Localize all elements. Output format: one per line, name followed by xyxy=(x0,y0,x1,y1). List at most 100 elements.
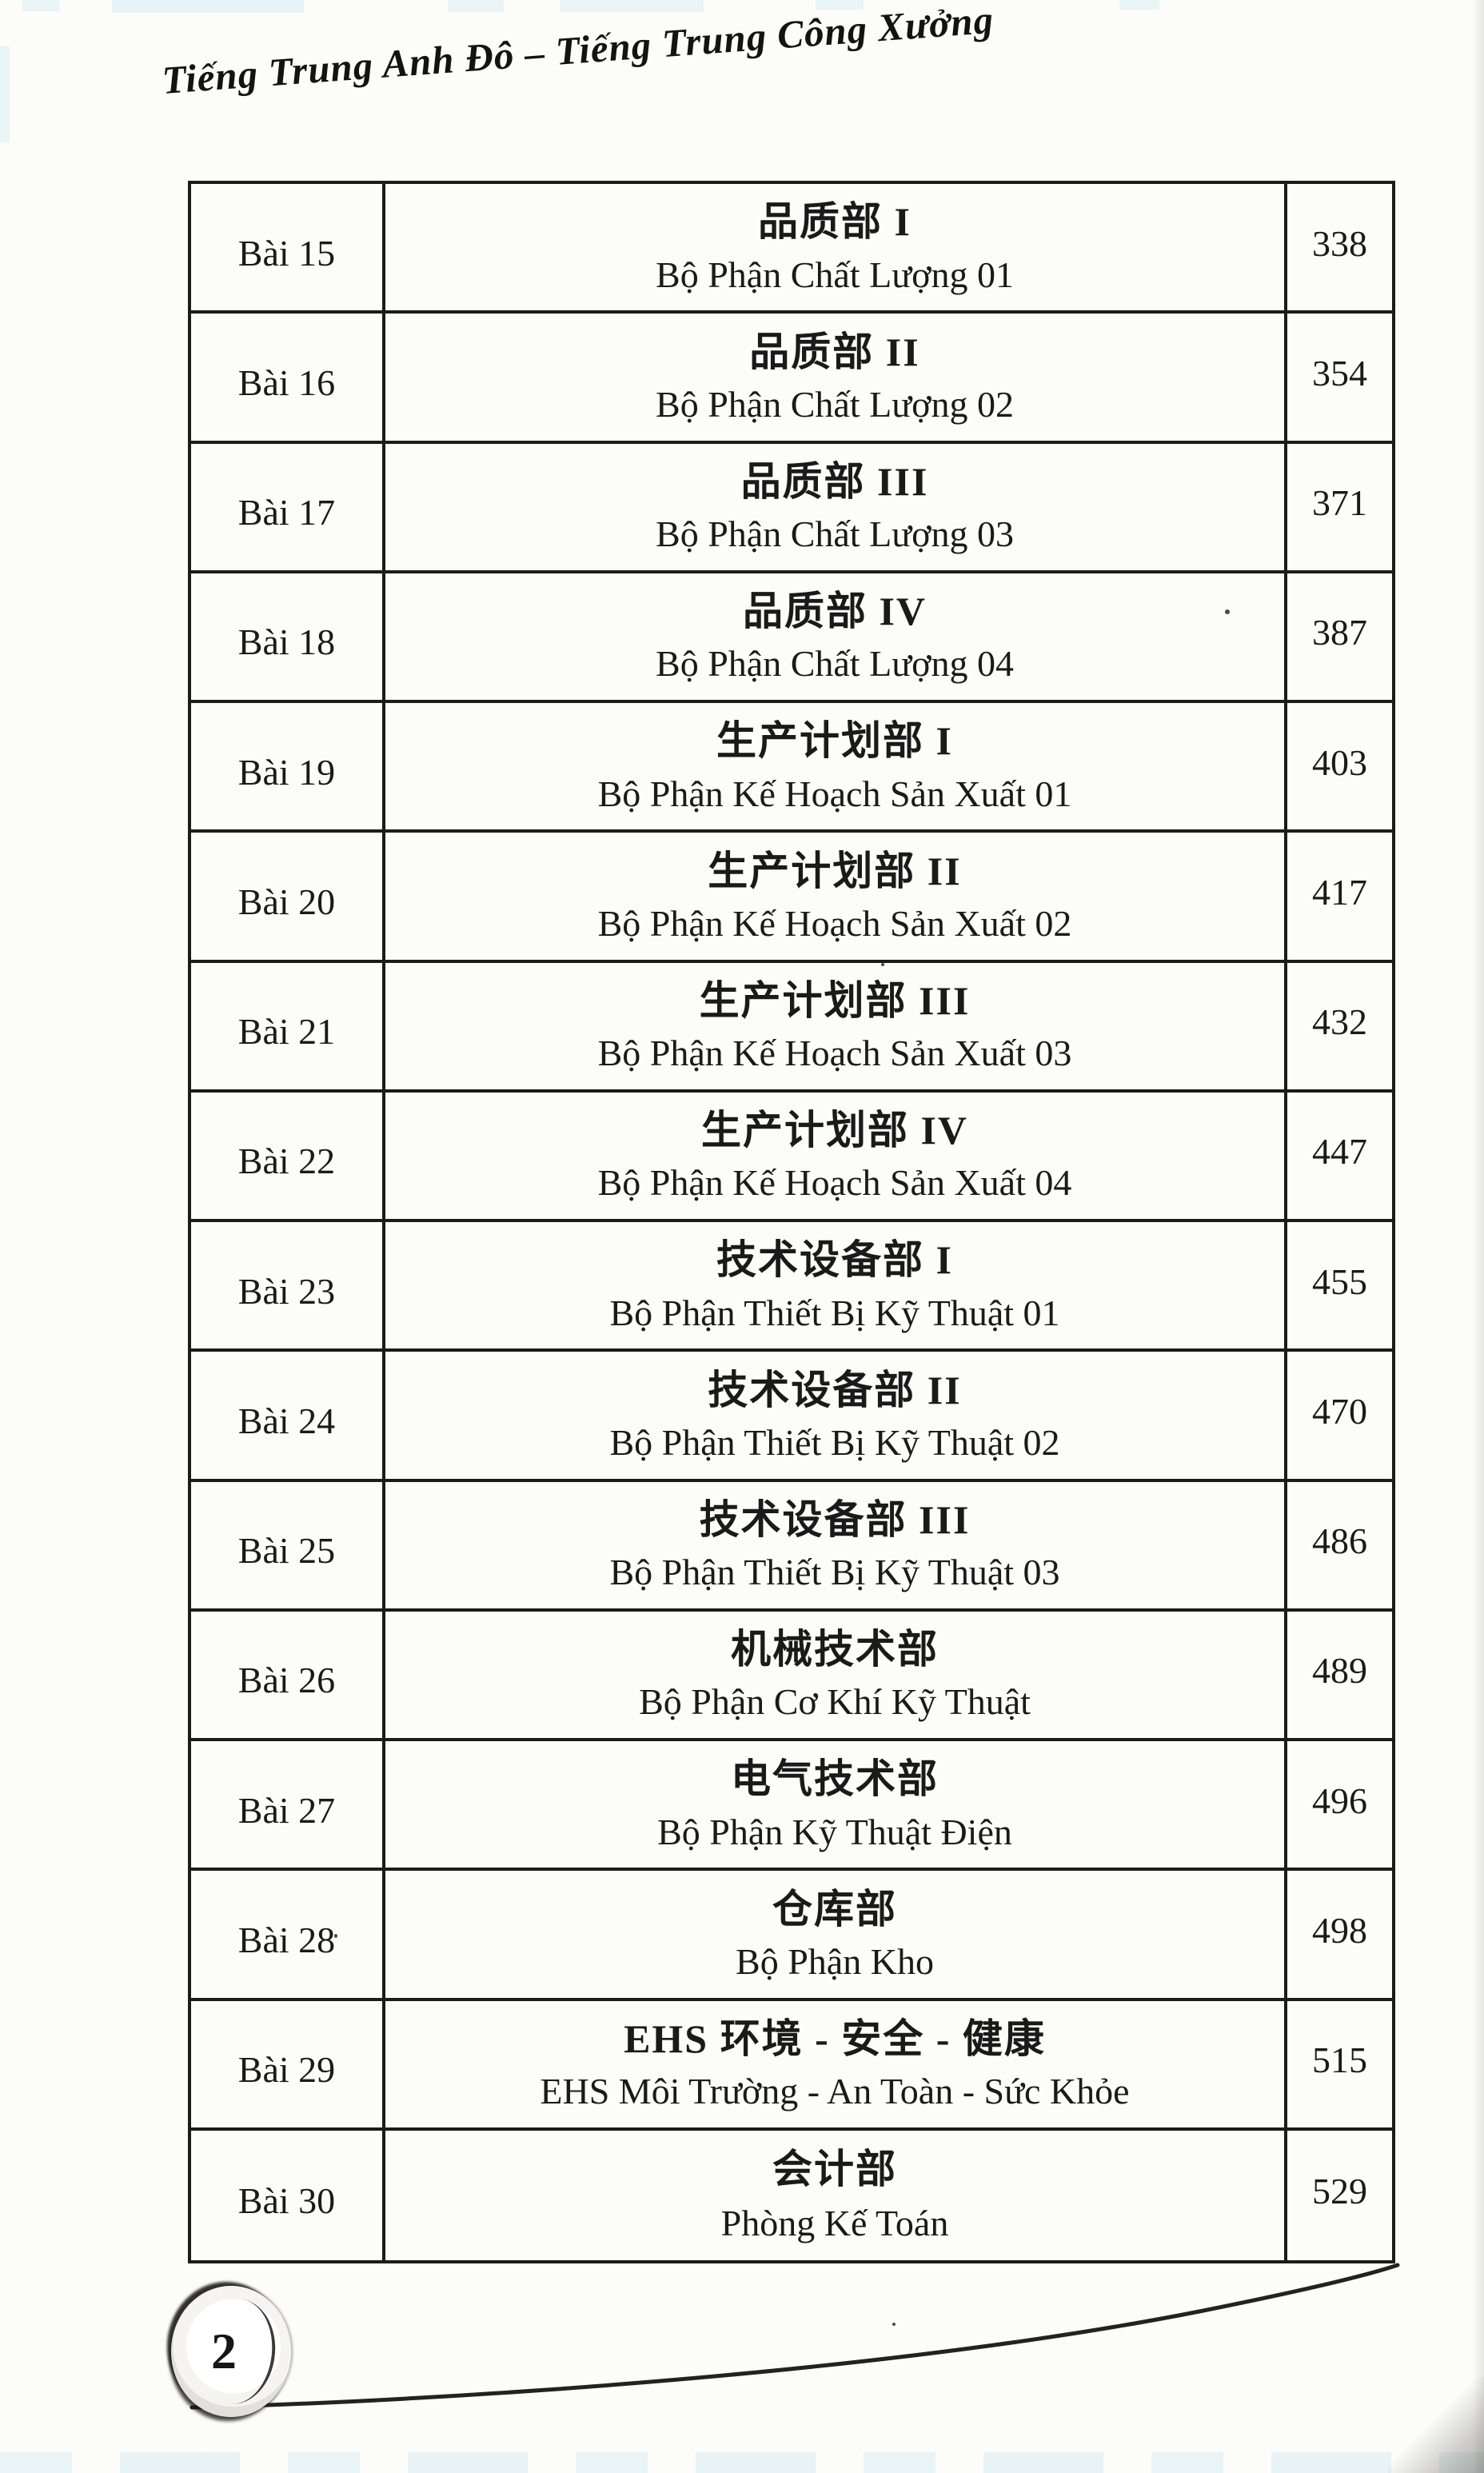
lesson-label: Bài 28 xyxy=(237,1919,336,1960)
title-cell: 生产计划部 I Bộ Phận Kế Hoạch Sản Xuất 01 xyxy=(385,703,1287,830)
page-number: 486 xyxy=(1312,1520,1367,1562)
page-number-cell: 387 xyxy=(1287,573,1392,700)
lesson-label: Bài 26 xyxy=(237,1660,336,1701)
page-number: 496 xyxy=(1312,1780,1367,1821)
title-vietnamese: Bộ Phận Thiết Bị Kỹ Thuật 01 xyxy=(609,1292,1060,1333)
title-chinese: 生产计划部 III xyxy=(699,977,971,1023)
title-vietnamese: Bộ Phận Kế Hoạch Sản Xuất 04 xyxy=(597,1162,1072,1204)
page-number-badge: 2 xyxy=(171,2286,291,2417)
title-chinese: 会计部 xyxy=(772,2147,897,2192)
title-vietnamese: Bộ Phận Kho xyxy=(736,1940,934,1982)
page-number: 489 xyxy=(1312,1650,1367,1692)
page-number-cell: 338 xyxy=(1287,184,1392,310)
table-row: Bài 21 生产计划部 III Bộ Phận Kế Hoạch Sản Xu… xyxy=(191,962,1392,1093)
table-row: Bài 30 会计部 Phòng Kế Toán 529 xyxy=(191,2130,1392,2260)
table-row: Bài 28 仓库部 Bộ Phận Kho 498 xyxy=(191,1871,1392,2001)
title-chinese: 电气技术部 xyxy=(731,1756,939,1802)
title-cell: 生产计划部 IV Bộ Phận Kế Hoạch Sản Xuất 04 xyxy=(385,1092,1287,1219)
title-vietnamese: Bộ Phận Cơ Khí Kỹ Thuật xyxy=(639,1681,1031,1723)
lesson-label: Bài 21 xyxy=(237,1011,336,1053)
title-chinese: 技术设备部 II xyxy=(708,1367,962,1412)
lesson-label: Bài 30 xyxy=(237,2180,336,2222)
title-vietnamese: Bộ Phận Chất Lượng 02 xyxy=(656,383,1014,425)
page-number-cell: 515 xyxy=(1287,2001,1392,2127)
lesson-label: Bài 29 xyxy=(237,2049,336,2091)
title-vietnamese: Bộ Phận Kế Hoạch Sản Xuất 02 xyxy=(597,902,1072,944)
title-cell: 品质部 III Bộ Phận Chất Lượng 03 xyxy=(385,443,1287,570)
page-number-cell: 371 xyxy=(1287,444,1392,570)
page-edge-shading xyxy=(1473,0,1484,2473)
book-header-title: Tiếng Trung Anh Đô – Tiếng Trung Công Xư… xyxy=(160,0,995,103)
title-vietnamese: Bộ Phận Kế Hoạch Sản Xuất 01 xyxy=(597,773,1072,814)
title-chinese: 生产计划部 I xyxy=(716,718,953,764)
title-vietnamese: Phòng Kế Toán xyxy=(720,2203,949,2244)
lesson-label: Bài 15 xyxy=(237,232,336,274)
page-number-cell: 403 xyxy=(1287,703,1392,829)
page-number: 417 xyxy=(1312,871,1367,913)
title-chinese: 生产计划部 IV xyxy=(700,1108,969,1153)
lesson-cell: Bài 20 xyxy=(191,833,385,960)
scan-artifact xyxy=(112,0,304,13)
lesson-cell: Bài 23 xyxy=(191,1222,385,1349)
lesson-cell: Bài 18 xyxy=(191,573,385,700)
table-row: Bài 19 生产计划部 I Bộ Phận Kế Hoạch Sản Xuất… xyxy=(191,703,1392,833)
title-vietnamese: EHS Môi Trường - An Toàn - Sức Khỏe xyxy=(540,2071,1130,2112)
page-curl-shadow xyxy=(1388,2377,1484,2473)
page-number-cell: 432 xyxy=(1287,963,1392,1089)
lesson-cell: Bài 26 xyxy=(191,1611,385,1738)
title-chinese: 技术设备部 III xyxy=(699,1496,971,1542)
title-cell: 技术设备部 III Bộ Phận Thiết Bị Kỹ Thuật 03 xyxy=(385,1481,1287,1608)
title-cell: 品质部 I Bộ Phận Chất Lượng 01 xyxy=(385,184,1287,311)
lesson-label: Bài 18 xyxy=(237,621,336,663)
title-cell: 技术设备部 II Bộ Phận Thiết Bị Kỹ Thuật 02 xyxy=(385,1352,1287,1479)
page-number-cell: 498 xyxy=(1287,1871,1392,1997)
lesson-cell: Bài 19 xyxy=(191,703,385,830)
title-vietnamese: Bộ Phận Thiết Bị Kỹ Thuật 02 xyxy=(609,1421,1060,1463)
page-number: 447 xyxy=(1312,1131,1367,1173)
table-row: Bài 22 生产计划部 IV Bộ Phận Kế Hoạch Sản Xuấ… xyxy=(191,1092,1392,1222)
title-cell: 技术设备部 I Bộ Phận Thiết Bị Kỹ Thuật 01 xyxy=(385,1222,1287,1349)
page-number-cell: 489 xyxy=(1287,1612,1392,1738)
ink-speck xyxy=(892,2323,896,2326)
table-row: Bài 24 技术设备部 II Bộ Phận Thiết Bị Kỹ Thuậ… xyxy=(191,1352,1392,1482)
lesson-cell: Bài 27 xyxy=(191,1741,385,1868)
scan-artifact xyxy=(560,0,704,12)
title-chinese: 技术设备部 I xyxy=(716,1237,953,1283)
title-chinese: 品质部 III xyxy=(740,458,929,504)
page-number: 455 xyxy=(1312,1260,1367,1302)
page-number: 387 xyxy=(1312,612,1367,653)
title-cell: 电气技术部 Bộ Phận Kỹ Thuật Điện xyxy=(385,1741,1287,1868)
title-cell: 会计部 Phòng Kế Toán xyxy=(385,2130,1287,2260)
title-vietnamese: Bộ Phận Chất Lượng 01 xyxy=(656,254,1014,295)
title-vietnamese: Bộ Phận Chất Lượng 03 xyxy=(656,513,1014,555)
page-number: 354 xyxy=(1312,352,1367,394)
lesson-label: Bài 25 xyxy=(237,1530,336,1572)
table-row: Bài 15 品质部 I Bộ Phận Chất Lượng 01 338 xyxy=(191,184,1392,314)
title-chinese: 品质部 IV xyxy=(742,589,927,634)
page-number-cell: 455 xyxy=(1287,1222,1392,1348)
scan-noise-band xyxy=(0,2452,1484,2473)
scan-artifact xyxy=(1119,0,1159,10)
title-cell: 生产计划部 III Bộ Phận Kế Hoạch Sản Xuất 03 xyxy=(385,962,1287,1089)
page-number-cell: 486 xyxy=(1287,1482,1392,1608)
scan-artifact xyxy=(816,0,864,10)
lesson-cell: Bài 25 xyxy=(191,1481,385,1608)
ink-speck xyxy=(1225,609,1230,614)
lesson-cell: Bài 24 xyxy=(191,1352,385,1479)
title-chinese: EHS 环境 - 安全 - 健康 xyxy=(624,2016,1046,2061)
page-number: 338 xyxy=(1312,222,1367,264)
title-cell: 仓库部 Bộ Phận Kho xyxy=(385,1871,1287,1998)
title-chinese: 品质部 I xyxy=(758,199,912,245)
table-row: Bài 25 技术设备部 III Bộ Phận Thiết Bị Kỹ Thu… xyxy=(191,1481,1392,1612)
lesson-label: Bài 27 xyxy=(237,1789,336,1831)
table-row: Bài 26 机械技术部 Bộ Phận Cơ Khí Kỹ Thuật 489 xyxy=(191,1611,1392,1741)
scan-artifact xyxy=(0,46,10,142)
title-cell: EHS 环境 - 安全 - 健康 EHS Môi Trường - An Toà… xyxy=(385,2000,1287,2127)
table-row: Bài 18 品质部 IV Bộ Phận Chất Lượng 04 387 xyxy=(191,573,1392,703)
table-row: Bài 17 品质部 III Bộ Phận Chất Lượng 03 371 xyxy=(191,443,1392,573)
page-number: 403 xyxy=(1312,741,1367,783)
table-row: Bài 20 生产计划部 II Bộ Phận Kế Hoạch Sản Xuấ… xyxy=(191,833,1392,963)
lesson-label: Bài 17 xyxy=(237,492,336,533)
page-number-cell: 496 xyxy=(1287,1741,1392,1868)
